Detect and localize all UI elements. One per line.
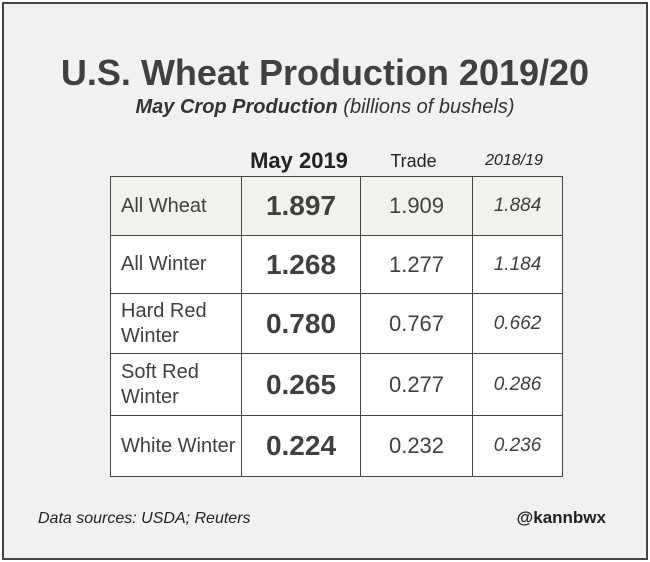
cell-value: 0.767 [360, 293, 473, 354]
table-row: All Winter 1.268 1.277 1.184 [110, 235, 563, 294]
row-label: Hard Red Winter [110, 293, 242, 354]
column-header: Trade [390, 151, 437, 171]
cell-value: 1.184 [472, 235, 563, 294]
subtitle-note: (billions of bushels) [343, 96, 515, 118]
cell-value: 0.662 [472, 293, 563, 354]
title: U.S. Wheat Production 2019/20 [60, 52, 590, 93]
cell-value: 0.265 [241, 353, 361, 416]
row-label: White Winter [110, 415, 242, 477]
cell-value: 0.286 [472, 353, 563, 416]
table-row: All Wheat 1.897 1.909 1.884 [110, 176, 563, 236]
cell-value: 1.884 [472, 176, 563, 236]
cell-value: 0.277 [360, 353, 473, 416]
handle: @kannbwx [516, 508, 606, 527]
source: Data sources: USDA; Reuters [38, 510, 251, 527]
cell-value: 1.268 [241, 235, 361, 294]
cell-value: 1.897 [241, 176, 361, 236]
row-label: Soft Red Winter [110, 353, 242, 416]
cell-value: 0.780 [241, 293, 361, 354]
cell-value: 1.909 [360, 176, 473, 236]
column-header: May 2019 [250, 148, 348, 173]
row-label: All Wheat [110, 176, 242, 236]
table: All Wheat 1.897 1.909 1.884 All Winter 1.268 1… [110, 176, 563, 477]
subtitle: May Crop Production (billions of bushels… [4, 96, 646, 119]
column-header: 2018/19 [485, 152, 543, 169]
row-label: All Winter [110, 235, 242, 294]
table-row: White Winter 0.224 0.232 0.236 [110, 415, 563, 477]
cell-value: 0.224 [241, 415, 361, 477]
subtitle-main: May Crop Production [135, 96, 338, 118]
table-row: Hard Red Winter 0.780 0.767 0.662 [110, 293, 563, 354]
cell-value: 1.277 [360, 235, 473, 294]
cell-value: 0.232 [360, 415, 473, 477]
cell-value: 0.236 [472, 415, 563, 477]
table-row: Soft Red Winter 0.265 0.277 0.286 [110, 353, 563, 416]
